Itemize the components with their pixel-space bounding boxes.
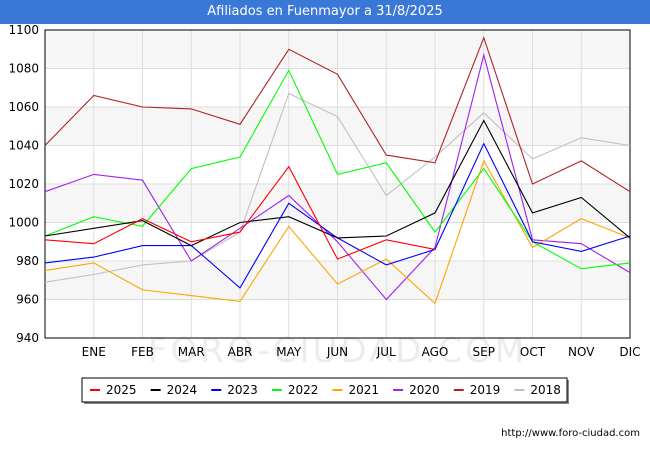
series-line-2024: [44, 119, 631, 247]
legend-label: 2024: [167, 383, 198, 397]
legend-label: 2022: [288, 383, 319, 397]
legend-box: [81, 377, 568, 403]
x-tick-label: MAY: [276, 345, 302, 359]
x-tick-label: ENE: [82, 345, 106, 359]
series-line-2021: [44, 159, 631, 305]
x-tick-label: JUN: [326, 345, 348, 359]
plot-border: [44, 29, 631, 339]
x-tick-label: FEB: [131, 345, 154, 359]
y-tick-label: 1080: [8, 62, 39, 76]
legend-label: 2023: [227, 383, 258, 397]
y-tick-label: 1040: [8, 139, 39, 153]
x-tick-label: ABR: [228, 345, 253, 359]
x-tick-label: NOV: [568, 345, 595, 359]
y-tick-label: 1000: [8, 216, 39, 230]
x-tick-label: AGO: [422, 345, 449, 359]
series-line-2018: [44, 92, 631, 283]
series-line-2019: [44, 36, 631, 193]
y-tick-label: 1020: [8, 177, 39, 191]
series-line-2025: [44, 165, 436, 260]
y-tick-label: 960: [16, 293, 39, 307]
series-line-2020: [44, 52, 631, 301]
x-tick-label: DIC: [619, 345, 640, 359]
y-tick-label: 1100: [8, 23, 39, 37]
x-tick-label: SEP: [473, 345, 495, 359]
legend-label: 2019: [470, 383, 501, 397]
legend-label: 2020: [409, 383, 440, 397]
y-tick-label: 940: [16, 331, 39, 345]
chart-title: Afiliados en Fuenmayor a 31/8/2025: [0, 0, 650, 24]
legend-label: 2018: [530, 383, 561, 397]
x-tick-label: MAR: [178, 345, 205, 359]
y-tick-label: 1060: [8, 100, 39, 114]
y-tick-label: 980: [16, 254, 39, 268]
legend-label: 2025: [106, 383, 137, 397]
legend-label: 2021: [349, 383, 380, 397]
source-credit: http://www.foro-ciudad.com: [501, 428, 640, 439]
x-tick-label: JUL: [376, 345, 396, 359]
x-tick-label: OCT: [520, 345, 546, 359]
